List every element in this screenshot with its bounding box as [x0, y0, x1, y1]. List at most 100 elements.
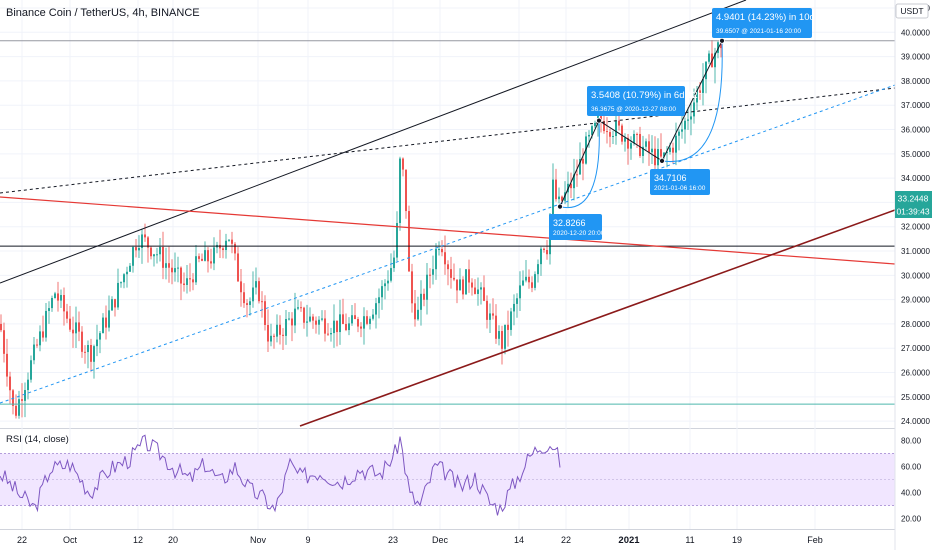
time-tick-label: 14 [514, 535, 524, 545]
drawings [0, 0, 896, 427]
price-tick-label: 31.0000 [901, 247, 930, 256]
candle-body [348, 323, 350, 331]
price-tick-label: 38.0000 [901, 77, 930, 86]
candle-body [582, 159, 584, 164]
candle-body [693, 102, 695, 117]
candle-body [312, 316, 314, 321]
time-axis[interactable]: 22 Oct 12 20 Nov 9 23 Dec 14 22 2021 11 19 Feb [17, 535, 823, 546]
candle-body [300, 307, 302, 309]
candle-body [291, 318, 293, 326]
last-price-badge: 33.2448 [895, 191, 932, 205]
candle-body [294, 308, 296, 326]
measure-leg-3 [661, 40, 723, 162]
candle-body [225, 240, 227, 251]
candle-body [234, 243, 236, 254]
annotation-sublabel: 2020-12-20 20:00 [553, 230, 605, 237]
candle-body [279, 324, 281, 335]
annotation-box [587, 86, 685, 116]
candle-body [111, 299, 113, 311]
price-tick-label: 32.0000 [901, 223, 930, 232]
candle-body [138, 248, 140, 251]
price-tick-label: 35.0000 [901, 150, 930, 159]
candle-body [141, 234, 143, 249]
candle-body [60, 295, 62, 301]
time-tick-label: 2021 [618, 535, 640, 546]
candle-body [330, 333, 332, 335]
candle-body [459, 279, 461, 291]
candle-body [555, 179, 557, 200]
time-tick-label: 9 [305, 535, 310, 545]
time-tick-label: 19 [732, 535, 742, 545]
rsi-tick-label: 20.00 [901, 515, 922, 524]
candle-body [243, 292, 245, 304]
candle-body [579, 159, 581, 175]
candle-body [249, 301, 251, 305]
candle-body [258, 281, 260, 302]
candle-body [672, 147, 674, 153]
candle-body [546, 249, 548, 255]
candle-body [588, 134, 590, 137]
annotation-low_1: 32.8266 2020-12-20 20:00 [549, 214, 605, 240]
candle-body [435, 249, 437, 270]
candle-body [456, 279, 458, 291]
candle-body [561, 196, 563, 201]
candle-body [144, 234, 146, 238]
candle-body [636, 133, 638, 135]
candle-body [570, 183, 572, 189]
candle-body [432, 269, 434, 275]
candle-body [687, 119, 689, 121]
candle-body [516, 298, 518, 304]
candle-body [54, 293, 56, 299]
candle-body [651, 148, 653, 153]
candle-body [696, 90, 698, 103]
candle-body [108, 310, 110, 328]
grid [0, 0, 932, 530]
candle-body [420, 293, 422, 310]
candle-body [180, 267, 182, 284]
candle-body [444, 252, 446, 265]
candle-body [315, 320, 317, 325]
candle-body [186, 278, 188, 285]
candle-body [483, 287, 485, 301]
price-tick-label: 39.0000 [901, 53, 930, 62]
candle-body [576, 174, 578, 176]
candle-body [174, 268, 176, 273]
candle-body [345, 323, 347, 331]
candle-body [495, 315, 497, 339]
candle-body [474, 287, 476, 294]
rsi-tick-label: 80.00 [901, 437, 922, 446]
candle-body [336, 320, 338, 333]
candle-body [501, 331, 503, 349]
candle-body [375, 303, 377, 315]
candle-body [354, 315, 356, 320]
candle-body [417, 309, 419, 320]
candle-body [609, 132, 611, 137]
candle-body [42, 331, 44, 338]
currency-selector[interactable]: USDT [895, 3, 929, 19]
candle-body [678, 131, 680, 136]
measure-leg-2 [598, 120, 663, 162]
candle-body [189, 278, 191, 280]
measure-point [557, 203, 563, 210]
candle-body [720, 42, 722, 49]
candle-body [621, 125, 623, 142]
candle-body [303, 307, 305, 323]
candle-body [633, 133, 635, 144]
candle-body [150, 247, 152, 257]
candle-body [273, 335, 275, 337]
time-tick-label: 23 [388, 535, 398, 545]
measure-point [659, 157, 665, 164]
candle-body [159, 247, 161, 255]
candle-body [156, 254, 158, 256]
price-axis[interactable]: 41.000040.000039.000038.000037.000036.00… [894, 0, 932, 550]
candle-body [195, 256, 197, 283]
candle-body [618, 120, 620, 126]
time-tick-label: Oct [63, 535, 78, 545]
candle-body [675, 135, 677, 153]
candle-body [351, 315, 353, 324]
candle-body [507, 324, 509, 330]
support-line [299, 209, 896, 427]
candle-body [522, 280, 524, 286]
measure-point [719, 37, 725, 44]
